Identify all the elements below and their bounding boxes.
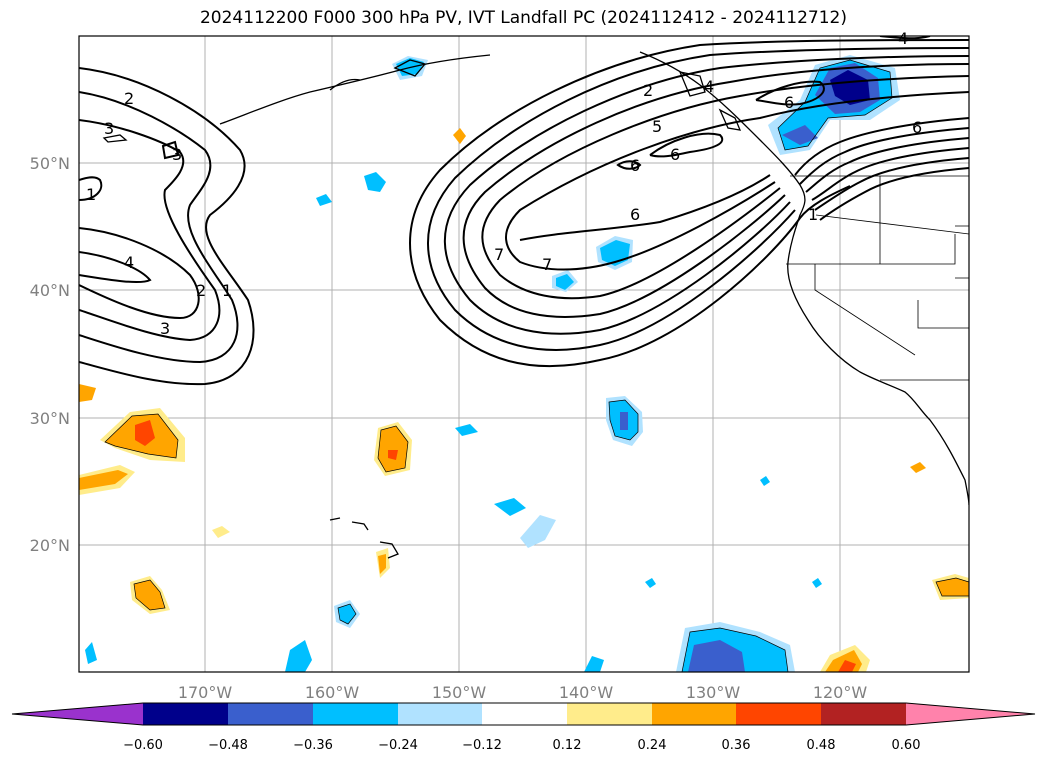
- contour-label: 2: [643, 81, 653, 100]
- contour-label: 3: [172, 145, 182, 164]
- colorbar-tick: −0.12: [462, 738, 502, 753]
- colorbar: −0.60 −0.48 −0.36 −0.24 −0.12 0.12 0.24 …: [11, 702, 1036, 753]
- contour-label: 1: [86, 185, 96, 204]
- map-frame: [78, 35, 970, 673]
- colorbar-extend-high: [906, 703, 1035, 725]
- lat-label-20n: 20°N: [30, 536, 70, 555]
- lon-label-140w: 140°W: [559, 683, 614, 702]
- contour-label: 1: [222, 281, 232, 300]
- contour-label: 5: [652, 117, 662, 136]
- colorbar-segment: [313, 703, 398, 725]
- lat-label-40n: 40°N: [30, 281, 70, 300]
- colorbar-tick: 0.60: [892, 738, 921, 753]
- longitude-labels: 170°W 160°W 150°W 140°W 130°W 120°W: [178, 683, 868, 702]
- contour-label: 4: [898, 29, 908, 48]
- coastlines: [102, 51, 969, 559]
- ivt-contours: [79, 36, 969, 386]
- pv-positive-shading: [79, 128, 969, 672]
- colorbar-ticks: −0.60 −0.48 −0.36 −0.24 −0.12 0.12 0.24 …: [123, 738, 920, 753]
- colorbar-segment: [143, 703, 228, 725]
- contour-label: 6: [670, 145, 680, 164]
- contour-label: 3: [104, 119, 114, 138]
- contour-label: 1: [808, 205, 818, 224]
- contour-label: 3: [160, 319, 170, 338]
- lat-label-50n: 50°N: [30, 154, 70, 173]
- contour-label: 6: [784, 93, 794, 112]
- colorbar-segment: [652, 703, 736, 725]
- colorbar-tick: 0.24: [638, 738, 667, 753]
- contour-label: 6: [912, 118, 922, 137]
- lon-label-150w: 150°W: [432, 683, 487, 702]
- colorbar-tick: −0.36: [293, 738, 333, 753]
- contour-label: 7: [494, 245, 504, 264]
- lon-label-160w: 160°W: [305, 683, 360, 702]
- latitude-labels: 50°N 40°N 30°N 20°N: [30, 154, 70, 555]
- page-title: 2024112200 F000 300 hPa PV, IVT Landfall…: [199, 8, 847, 28]
- colorbar-segment: [821, 703, 906, 725]
- colorbar-extend-low: [12, 703, 143, 725]
- colorbar-tick: 0.36: [722, 738, 751, 753]
- contour-label: 2: [124, 89, 134, 108]
- contour-label: 6: [630, 205, 640, 224]
- pv-negative-shading: [85, 55, 900, 672]
- colorbar-segment: [228, 703, 313, 725]
- lon-label-170w: 170°W: [178, 683, 233, 702]
- contour-label: 2: [196, 281, 206, 300]
- colorbar-segment: [736, 703, 821, 725]
- contour-label: 6: [630, 156, 640, 175]
- colorbar-tick: 0.12: [553, 738, 582, 753]
- contour-label: 4: [704, 77, 714, 96]
- colorbar-segment: [482, 703, 567, 725]
- lon-label-130w: 130°W: [686, 683, 741, 702]
- lon-label-120w: 120°W: [813, 683, 868, 702]
- colorbar-tick: −0.48: [208, 738, 248, 753]
- map-area: [79, 36, 969, 672]
- contour-labels: 2 3 3 1 4 2 1 3 7 7 6 6 6 5 2 4 6 6 1 4: [86, 29, 922, 338]
- colorbar-tick: 0.48: [807, 738, 836, 753]
- colorbar-tick: −0.60: [123, 738, 163, 753]
- lat-label-30n: 30°N: [30, 409, 70, 428]
- political-borders: [786, 175, 969, 381]
- contour-label: 4: [124, 253, 134, 272]
- colorbar-segment: [398, 703, 482, 725]
- contour-label: 7: [542, 255, 552, 274]
- colorbar-segment: [567, 703, 652, 725]
- colorbar-tick: −0.24: [378, 738, 418, 753]
